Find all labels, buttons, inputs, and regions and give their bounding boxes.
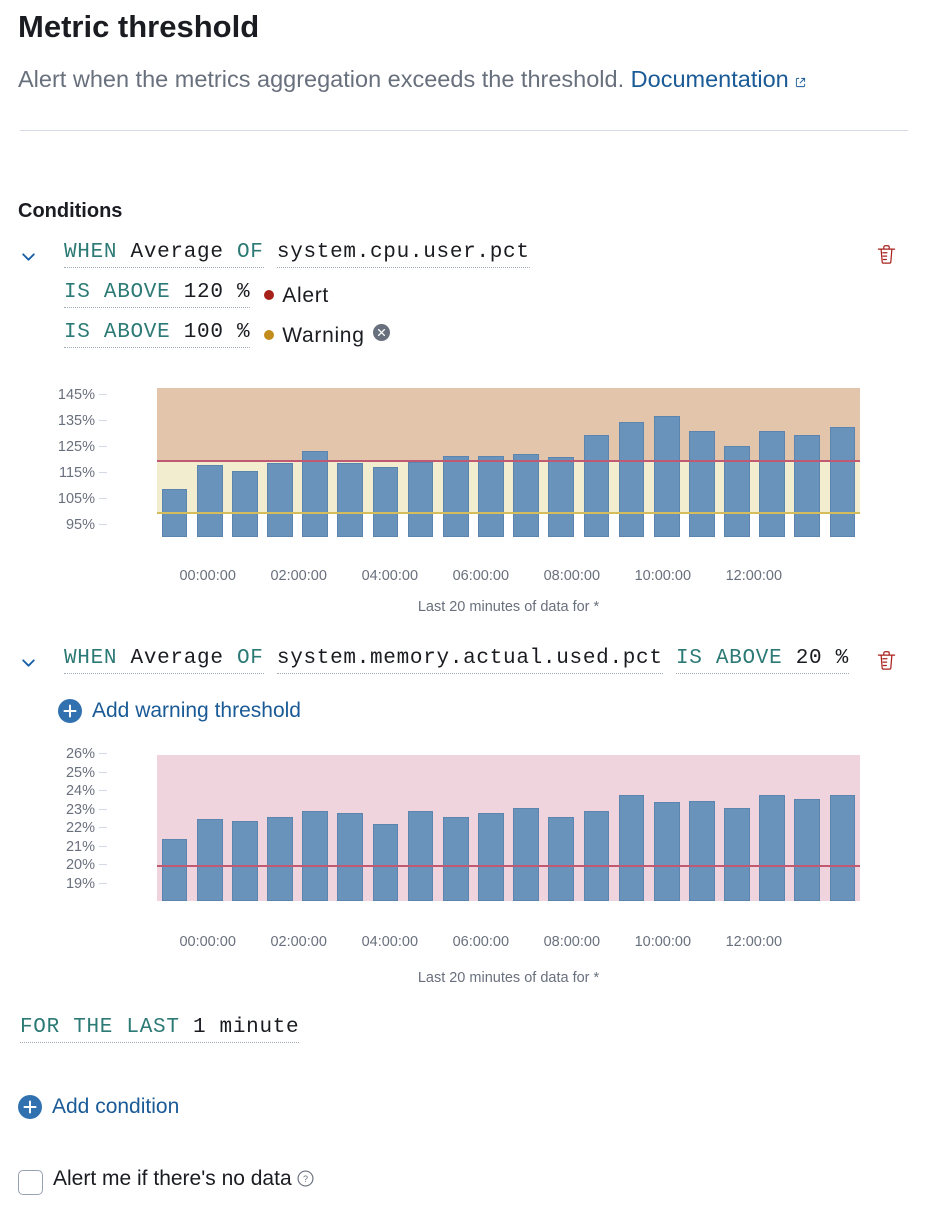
svg-text:?: ? [303,1174,308,1184]
